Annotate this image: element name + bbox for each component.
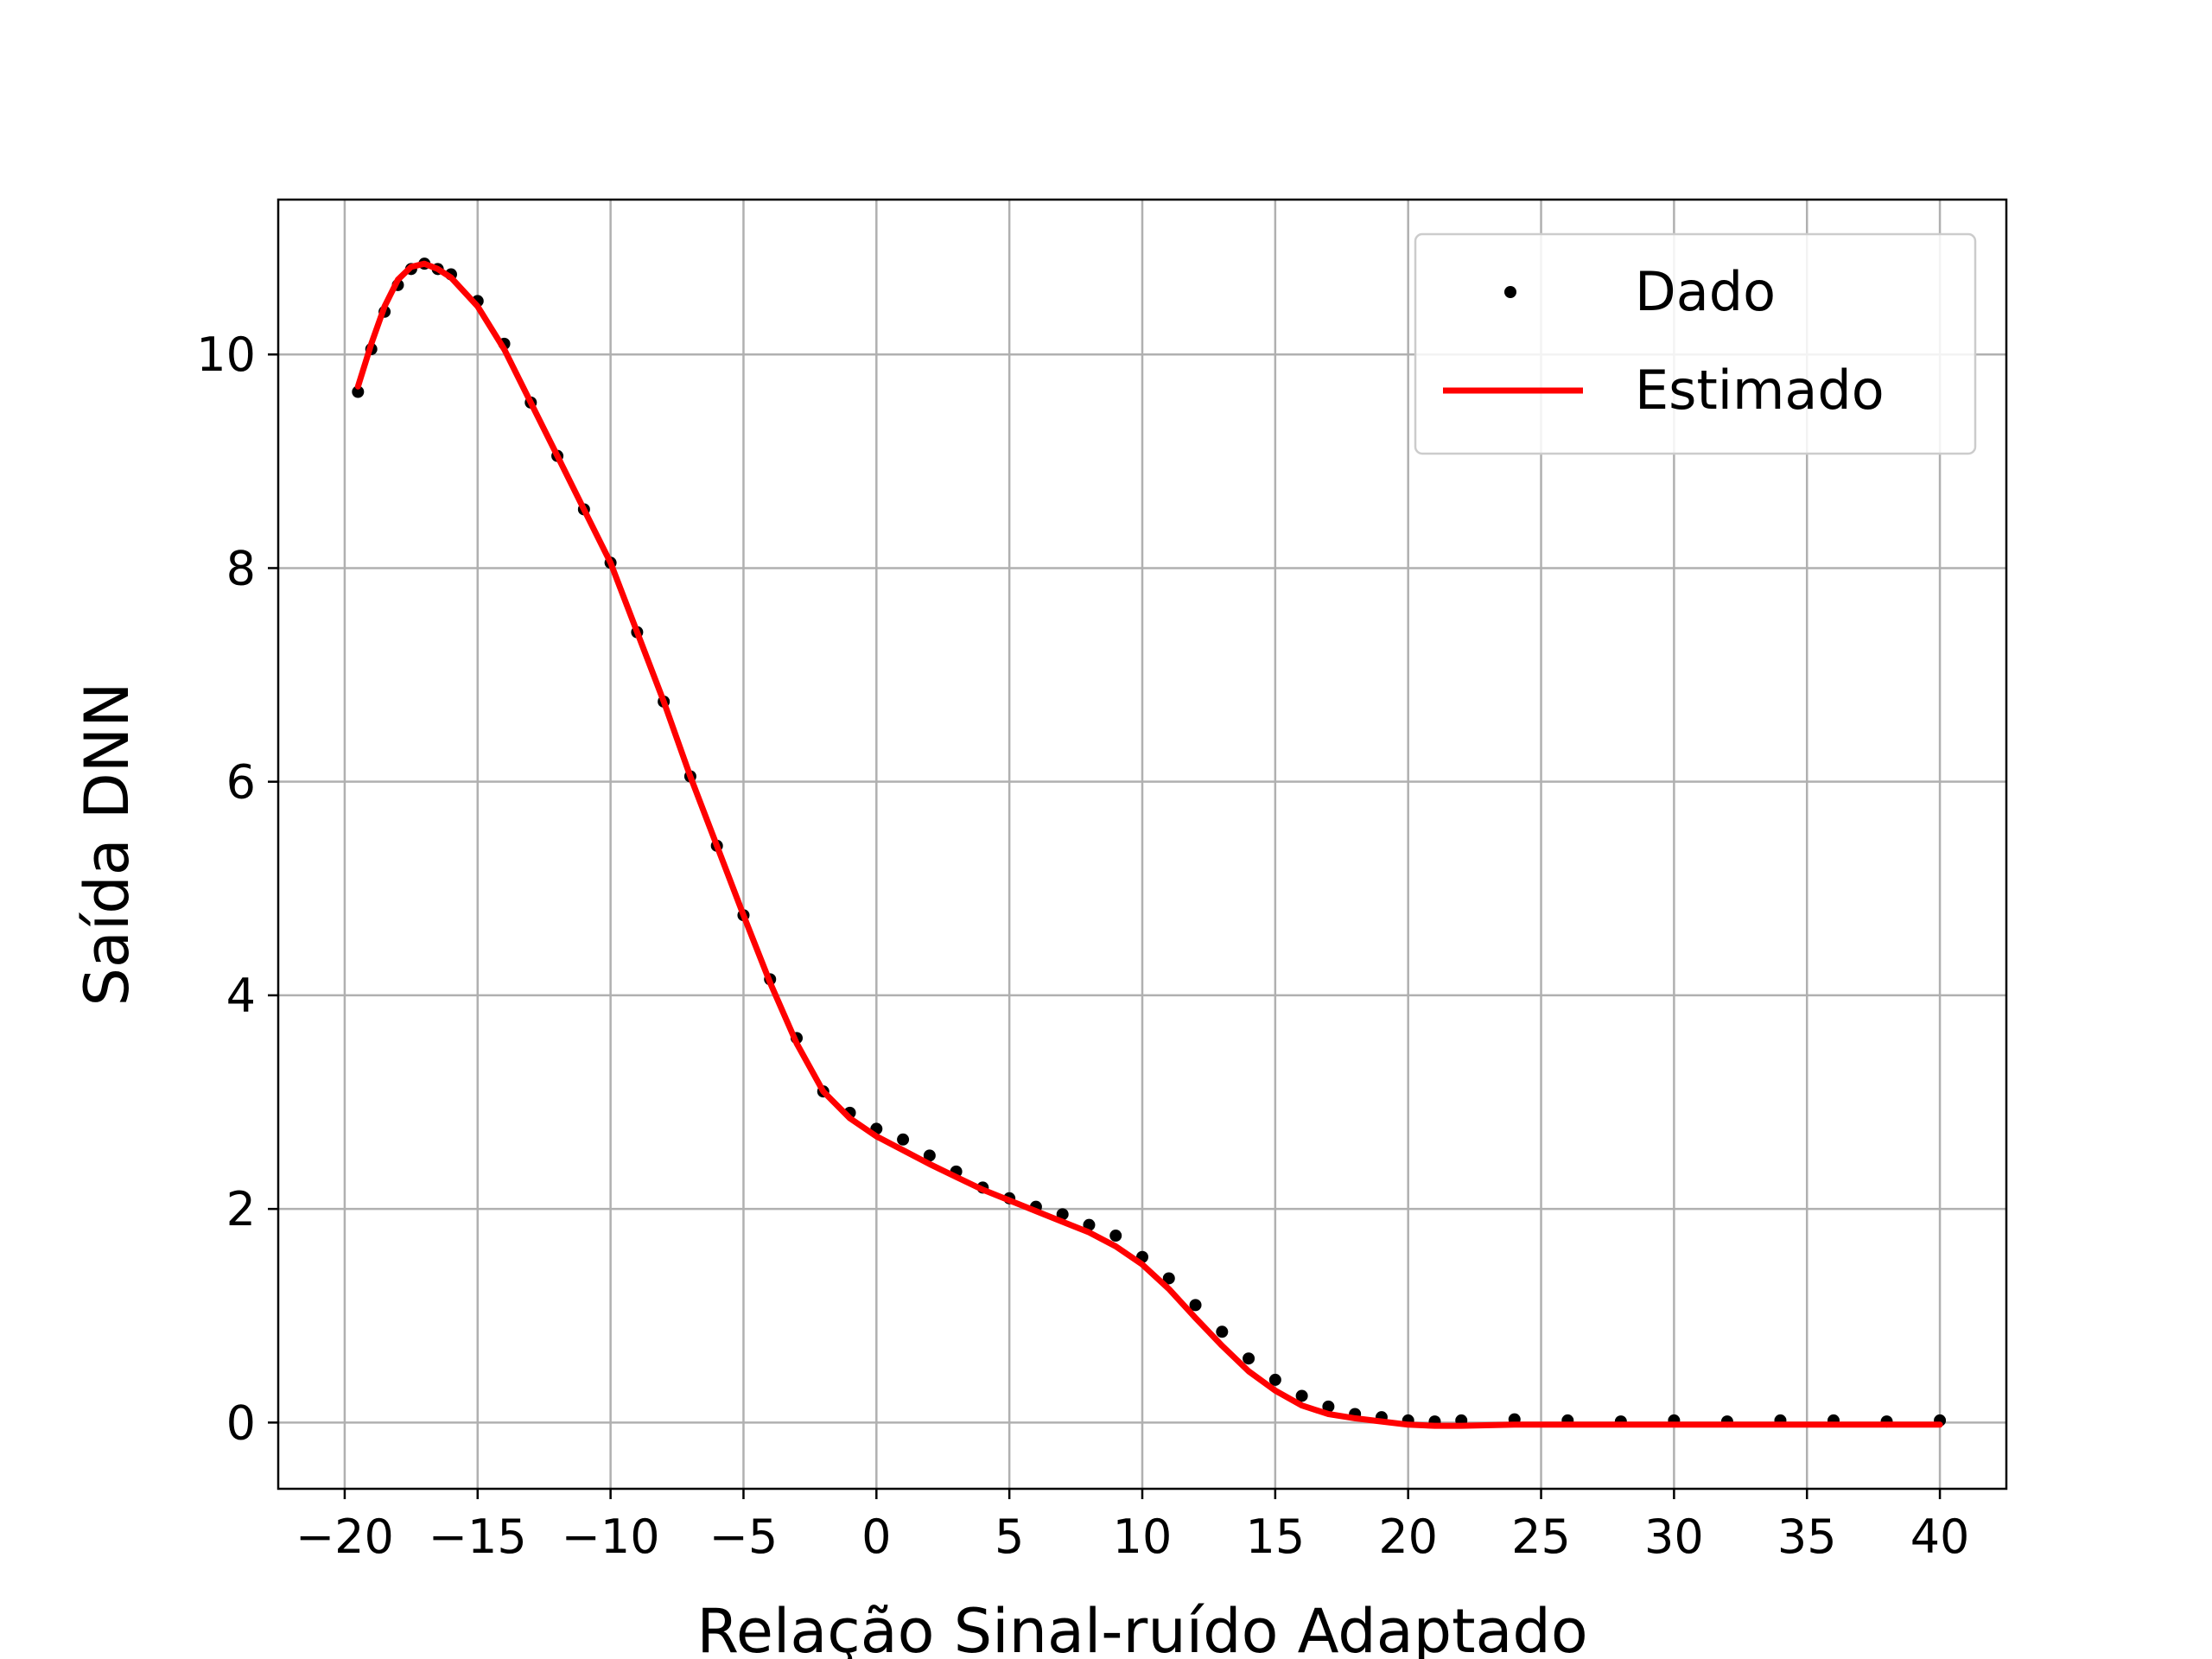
- y-tick-label: 6: [226, 755, 256, 810]
- x-tick-label: 0: [861, 1510, 891, 1564]
- y-tick-label: 10: [196, 327, 256, 382]
- x-tick-label: 20: [1378, 1510, 1438, 1564]
- data-point-dado: [1243, 1352, 1255, 1365]
- data-point-dado: [1268, 1373, 1281, 1386]
- legend-label-estimado: Estimado: [1635, 359, 1885, 422]
- y-axis-title: Saída DNN: [72, 683, 143, 1007]
- legend-box: [1414, 232, 1977, 455]
- x-tick-label: 25: [1511, 1510, 1571, 1564]
- legend: Dado Estimado: [1414, 232, 1977, 455]
- x-tick-label: −15: [429, 1510, 527, 1564]
- data-point-dado: [352, 385, 365, 398]
- data-point-dado: [1295, 1389, 1308, 1402]
- x-tick-label: 5: [995, 1510, 1024, 1564]
- data-point-dado: [1322, 1400, 1335, 1413]
- y-tick-label: 8: [226, 541, 256, 595]
- data-point-dado: [923, 1149, 936, 1162]
- data-point-dado: [1189, 1299, 1202, 1312]
- series-line-estimado: [354, 260, 1943, 1429]
- grid: [278, 200, 2006, 1489]
- data-point-dado: [1216, 1325, 1229, 1338]
- x-tick-label: 15: [1245, 1510, 1305, 1564]
- y-tick-label: 0: [226, 1395, 256, 1450]
- x-tick-label: −5: [709, 1510, 779, 1564]
- data-point-dado: [897, 1133, 910, 1146]
- x-axis: −20 −15 −10 −5 0 5 10 15 20 25 30 35 40: [296, 1489, 1969, 1564]
- data-point-dado: [1109, 1230, 1122, 1243]
- x-tick-label: −10: [562, 1510, 660, 1564]
- legend-label-dado: Dado: [1635, 260, 1776, 323]
- x-tick-label: −20: [296, 1510, 394, 1564]
- x-tick-label: 35: [1777, 1510, 1837, 1564]
- series-layer: [352, 257, 1947, 1429]
- y-axis: 0 2 4 6 8 10: [196, 327, 278, 1450]
- legend-marker-dado: [1504, 286, 1516, 298]
- y-tick-label: 4: [226, 969, 256, 1023]
- x-tick-label: 30: [1644, 1510, 1704, 1564]
- data-point-dado: [1162, 1272, 1175, 1285]
- y-tick-label: 2: [226, 1182, 256, 1236]
- x-tick-label: 40: [1910, 1510, 1970, 1564]
- x-axis-title: Relação Sinal-ruído Adaptado: [696, 1596, 1587, 1659]
- x-tick-label: 10: [1113, 1510, 1173, 1564]
